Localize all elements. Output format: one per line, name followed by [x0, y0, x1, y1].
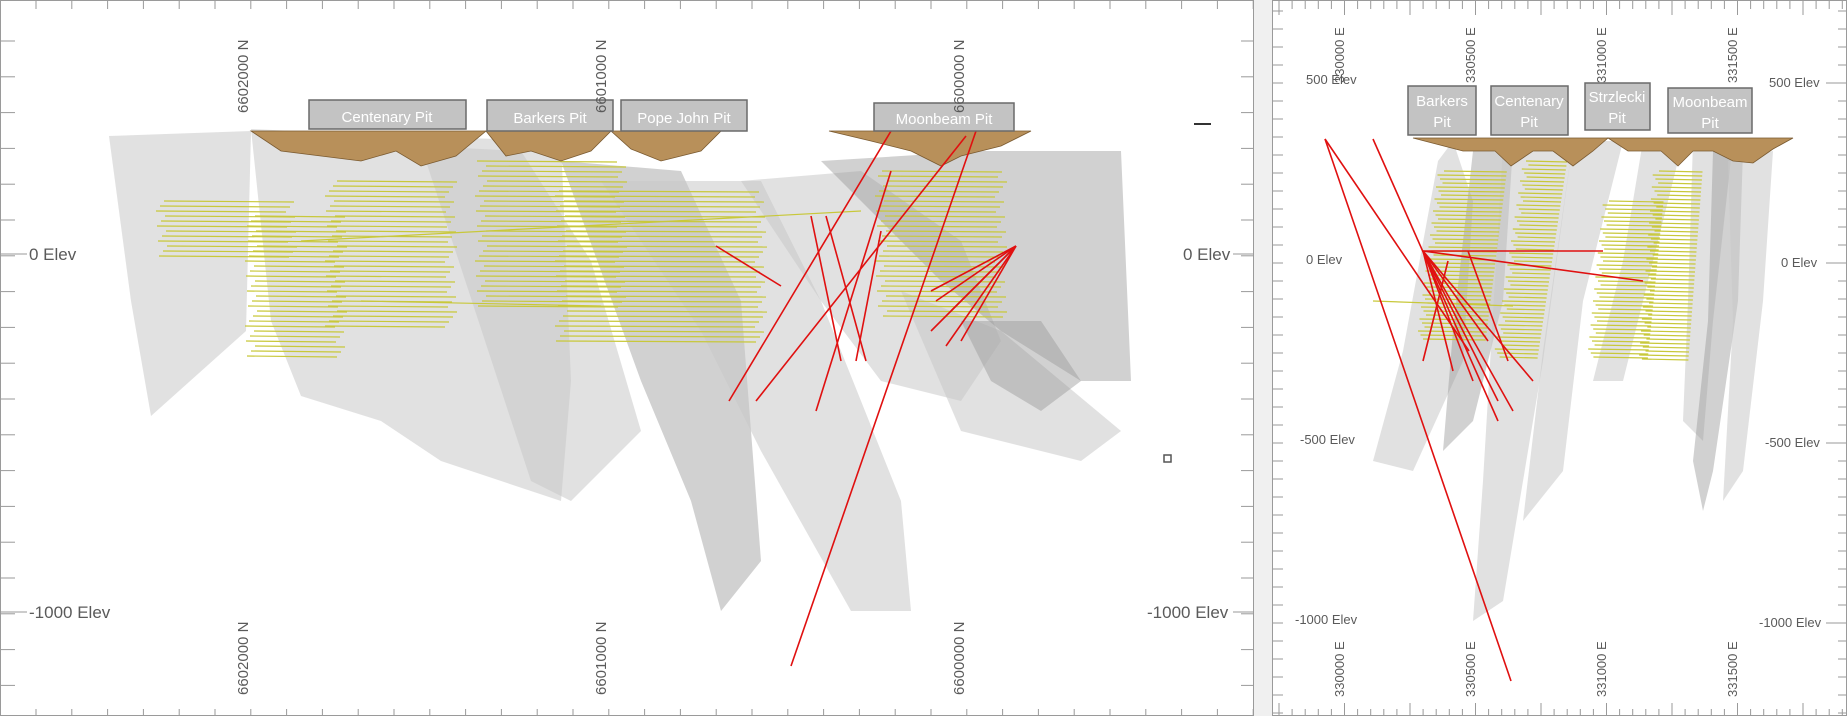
svg-text:Moonbeam: Moonbeam: [1672, 94, 1747, 111]
pit-label-pope-john[interactable]: Pope John Pit: [620, 99, 748, 132]
long-section-view[interactable]: Centenary Pit Barkers Pit Pope John Pit …: [0, 0, 1254, 716]
svg-text:Barkers Pit: Barkers Pit: [513, 110, 587, 127]
svg-text:0 Elev: 0 Elev: [29, 245, 77, 264]
svg-text:Pit: Pit: [1608, 110, 1626, 127]
pit-label-strzlecki[interactable]: Strzlecki Pit: [1584, 82, 1651, 131]
svg-text:Pope John Pit: Pope John Pit: [637, 110, 731, 127]
svg-text:-500 Elev: -500 Elev: [1300, 432, 1355, 447]
cross-section-canvas[interactable]: Barkers Pit Centenary Pit Strzlecki Pit …: [1273, 1, 1847, 716]
svg-text:331000 E: 331000 E: [1594, 27, 1609, 83]
long-section-canvas[interactable]: Centenary Pit Barkers Pit Pope John Pit …: [1, 1, 1254, 716]
svg-text:-1000 Elev: -1000 Elev: [29, 603, 111, 622]
fault-surfaces: [1373, 141, 1773, 621]
easting-labels-bottom: 330000 E 330500 E 331000 E 331500 E: [1332, 641, 1740, 697]
pit-surfaces: [249, 130, 1032, 167]
frame-ticks: [1273, 1, 1846, 715]
svg-text:Pit: Pit: [1433, 114, 1451, 131]
pit-label-centenary[interactable]: Centenary Pit: [308, 99, 467, 130]
cross-section-view[interactable]: Barkers Pit Centenary Pit Strzlecki Pit …: [1272, 0, 1847, 716]
pit-label-moonbeam[interactable]: Moonbeam Pit: [873, 102, 1015, 132]
elevation-labels-right: 0 Elev -1000 Elev: [1147, 245, 1253, 622]
drillhole-traces: [1324, 138, 1644, 682]
elevation-labels-right: 500 Elev 0 Elev -500 Elev -1000 Elev: [1759, 75, 1846, 630]
view-divider[interactable]: [1254, 0, 1272, 716]
svg-text:330500 E: 330500 E: [1463, 641, 1478, 697]
svg-text:Centenary Pit: Centenary Pit: [342, 109, 434, 126]
svg-text:6601000 N: 6601000 N: [593, 40, 610, 113]
pit-label-moonbeam[interactable]: Moonbeam Pit: [1667, 87, 1753, 134]
svg-text:500 Elev: 500 Elev: [1769, 75, 1820, 90]
svg-text:6600000 N: 6600000 N: [951, 622, 968, 695]
svg-text:0 Elev: 0 Elev: [1306, 252, 1343, 267]
svg-text:0 Elev: 0 Elev: [1781, 255, 1818, 270]
svg-text:331500 E: 331500 E: [1725, 641, 1740, 697]
northing-labels-top: 6602000 N 6601000 N 6600000 N: [235, 40, 968, 113]
svg-text:331500 E: 331500 E: [1725, 27, 1740, 83]
svg-text:330000 E: 330000 E: [1332, 27, 1347, 83]
mineralization-zones: [1372, 160, 1703, 361]
svg-text:6602000 N: 6602000 N: [235, 622, 252, 695]
northing-labels-bottom: 6602000 N 6601000 N 6600000 N: [235, 622, 968, 695]
svg-text:6602000 N: 6602000 N: [235, 40, 252, 113]
pit-surfaces: [1412, 137, 1794, 167]
svg-text:-1000 Elev: -1000 Elev: [1147, 603, 1229, 622]
svg-text:-1000 Elev: -1000 Elev: [1295, 612, 1358, 627]
north-arrow-marker[interactable]: [1163, 454, 1172, 463]
drillhole-traces: [715, 130, 1017, 667]
svg-text:330000 E: 330000 E: [1332, 641, 1347, 697]
easting-labels-top: 330000 E 330500 E 331000 E 331500 E: [1332, 27, 1740, 83]
svg-text:Barkers: Barkers: [1416, 93, 1468, 110]
svg-text:331000 E: 331000 E: [1594, 641, 1609, 697]
svg-text:6600000 N: 6600000 N: [951, 40, 968, 113]
pit-label-centenary[interactable]: Centenary Pit: [1490, 85, 1569, 136]
svg-text:-1000 Elev: -1000 Elev: [1759, 615, 1822, 630]
svg-text:6601000 N: 6601000 N: [593, 622, 610, 695]
svg-text:-500 Elev: -500 Elev: [1765, 435, 1820, 450]
svg-text:0 Elev: 0 Elev: [1183, 245, 1231, 264]
pit-label-barkers[interactable]: Barkers Pit: [1407, 85, 1477, 136]
svg-text:Strzlecki: Strzlecki: [1589, 89, 1646, 106]
elevation-labels-left: 0 Elev -1000 Elev: [1, 245, 111, 622]
svg-text:Pit: Pit: [1701, 115, 1719, 132]
svg-text:500 Elev: 500 Elev: [1306, 72, 1357, 87]
elevation-labels-left: 500 Elev 0 Elev -500 Elev -1000 Elev: [1295, 72, 1358, 627]
svg-text:Moonbeam Pit: Moonbeam Pit: [896, 111, 994, 128]
mineralization-zones: [155, 160, 1008, 358]
svg-text:Centenary: Centenary: [1494, 93, 1564, 110]
pit-label-barkers[interactable]: Barkers Pit: [486, 99, 614, 132]
svg-text:330500 E: 330500 E: [1463, 27, 1478, 83]
svg-text:Pit: Pit: [1520, 114, 1538, 131]
frame-ticks: [1, 1, 1253, 715]
fault-surfaces: [109, 129, 1131, 611]
